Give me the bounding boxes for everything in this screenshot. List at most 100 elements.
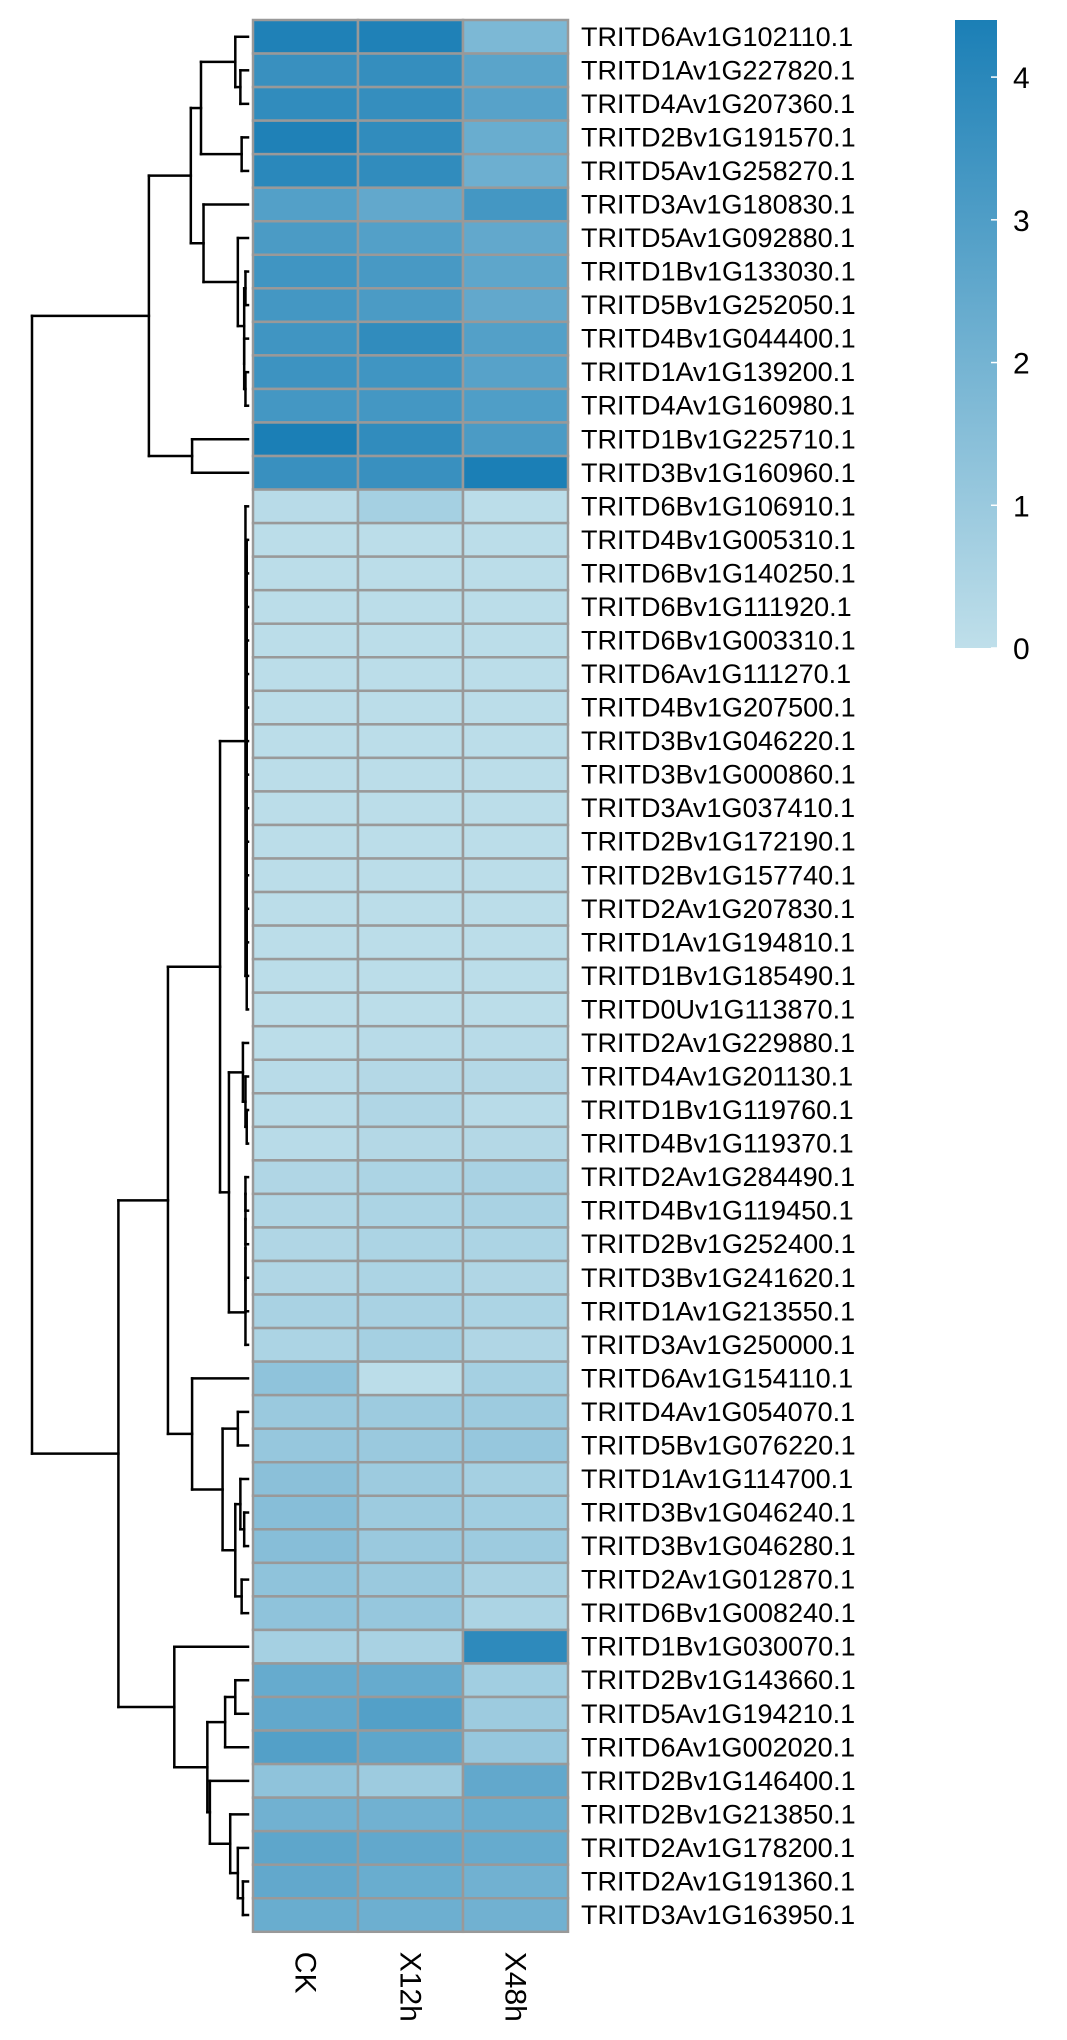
row-label: TRITD1Av1G139200.1 <box>581 357 855 387</box>
heatmap-cell <box>461 1729 570 1766</box>
row-label: TRITD6Av1G111270.1 <box>581 659 851 689</box>
heatmap-cell <box>251 1058 360 1095</box>
heatmap-cell <box>251 186 360 223</box>
heatmap-cell <box>251 1360 360 1397</box>
row-label: TRITD1Av1G227820.1 <box>581 55 855 85</box>
heatmap-cell <box>356 991 465 1028</box>
heatmap-cell <box>356 186 465 223</box>
heatmap-cell <box>356 1729 465 1766</box>
heatmap-cell <box>356 521 465 558</box>
heatmap-cell <box>251 1460 360 1498</box>
column-label: X12h <box>394 1952 427 2022</box>
heatmap-cell <box>356 1796 465 1833</box>
row-label: TRITD1Bv1G133030.1 <box>581 257 856 287</box>
row-label: TRITD1Bv1G225710.1 <box>581 424 856 454</box>
heatmap-cell <box>461 454 570 491</box>
heatmap-cell <box>461 1896 570 1934</box>
row-label: TRITD4Bv1G119450.1 <box>581 1196 854 1226</box>
row-label: TRITD5Av1G258270.1 <box>581 156 855 186</box>
heatmap-cell <box>356 454 465 491</box>
row-label: TRITD1Bv1G030070.1 <box>581 1632 856 1662</box>
legend-color-bar <box>955 20 997 648</box>
heatmap-cell <box>461 790 570 827</box>
heatmap-cell <box>461 1863 570 1900</box>
heatmap-cell <box>356 387 465 424</box>
heatmap-cell <box>356 1863 465 1900</box>
heatmap-cell <box>251 253 360 290</box>
heatmap-cell <box>461 1259 570 1296</box>
heatmap-cell <box>461 656 570 693</box>
heatmap-cell <box>461 1360 570 1397</box>
row-label: TRITD2Bv1G191570.1 <box>581 122 856 152</box>
heatmap-cell <box>461 1159 570 1196</box>
heatmap-cell <box>251 119 360 156</box>
heatmap-cell <box>251 588 360 625</box>
row-label: TRITD4Av1G160980.1 <box>581 391 855 421</box>
row-label: TRITD5Av1G194210.1 <box>581 1699 855 1729</box>
heatmap-cell <box>251 890 360 927</box>
heatmap-cell <box>461 219 570 257</box>
row-label: TRITD3Bv1G160960.1 <box>581 458 856 488</box>
row-label: TRITD6Bv1G140250.1 <box>581 558 856 588</box>
heatmap-cell <box>461 1125 570 1162</box>
heatmap-cell <box>356 287 465 324</box>
heatmap-cell <box>356 1494 465 1531</box>
heatmap-cell <box>251 1561 360 1598</box>
heatmap-cell <box>251 756 360 793</box>
heatmap-cell <box>356 723 465 760</box>
row-label: TRITD3Bv1G046280.1 <box>581 1531 856 1561</box>
heatmap-cell <box>251 823 360 860</box>
heatmap-cell <box>461 1796 570 1833</box>
heatmap-cell <box>251 1393 360 1430</box>
heatmap-cell <box>356 85 465 122</box>
column-label: CK <box>289 1952 322 1994</box>
color-legend: 0 1 2 3 4 <box>955 20 1030 666</box>
heatmap-cell <box>461 924 570 961</box>
row-label: TRITD3Bv1G046240.1 <box>581 1498 856 1528</box>
heatmap-cell <box>356 1293 465 1330</box>
heatmap-cell <box>461 622 570 659</box>
row-label: TRITD6Bv1G111920.1 <box>581 592 852 622</box>
heatmap-cell <box>251 1695 360 1732</box>
heatmap-cell <box>356 1896 465 1934</box>
heatmap-cell <box>461 488 570 525</box>
heatmap-cell <box>251 622 360 659</box>
heatmap-cell <box>356 1360 465 1397</box>
heatmap-cell <box>251 1326 360 1363</box>
heatmap-cell <box>356 1528 465 1565</box>
heatmap-cell <box>461 723 570 760</box>
heatmap-cell <box>461 689 570 726</box>
row-label: TRITD1Av1G194810.1 <box>581 927 855 957</box>
heatmap-cell <box>461 186 570 223</box>
heatmap-cell <box>251 1729 360 1766</box>
heatmap-cell <box>251 152 360 189</box>
heatmap-cell <box>356 320 465 357</box>
heatmap-cell <box>461 1226 570 1263</box>
heatmap-cell <box>251 1662 360 1699</box>
heatmap-cell <box>251 1762 360 1799</box>
heatmap-cell <box>356 555 465 592</box>
row-label: TRITD6Av1G154110.1 <box>581 1363 853 1393</box>
heatmap-cell <box>461 1528 570 1565</box>
row-label: TRITD2Bv1G252400.1 <box>581 1229 856 1259</box>
heatmap-cell <box>251 18 360 55</box>
row-label: TRITD2Av1G178200.1 <box>581 1833 855 1863</box>
heatmap-cell <box>251 1159 360 1196</box>
heatmap-cell <box>356 1192 465 1229</box>
heatmap-cell <box>356 1226 465 1263</box>
heatmap-cell <box>251 52 360 89</box>
heatmap-cell <box>251 656 360 693</box>
heatmap-cell <box>461 1192 570 1229</box>
row-label: TRITD2Av1G229880.1 <box>581 1028 855 1058</box>
heatmap-cell <box>356 488 465 525</box>
heatmap-cell <box>461 857 570 894</box>
heatmap-cell <box>251 689 360 726</box>
row-label: TRITD3Bv1G241620.1 <box>581 1263 856 1293</box>
heatmap-cell <box>356 622 465 659</box>
heatmap-cell <box>461 1695 570 1732</box>
heatmap-cell <box>251 421 360 458</box>
heatmap-cell <box>356 1058 465 1095</box>
heatmap-cell <box>251 85 360 122</box>
row-label: TRITD1Bv1G185490.1 <box>581 961 856 991</box>
row-label: TRITD2Av1G284490.1 <box>581 1162 855 1192</box>
